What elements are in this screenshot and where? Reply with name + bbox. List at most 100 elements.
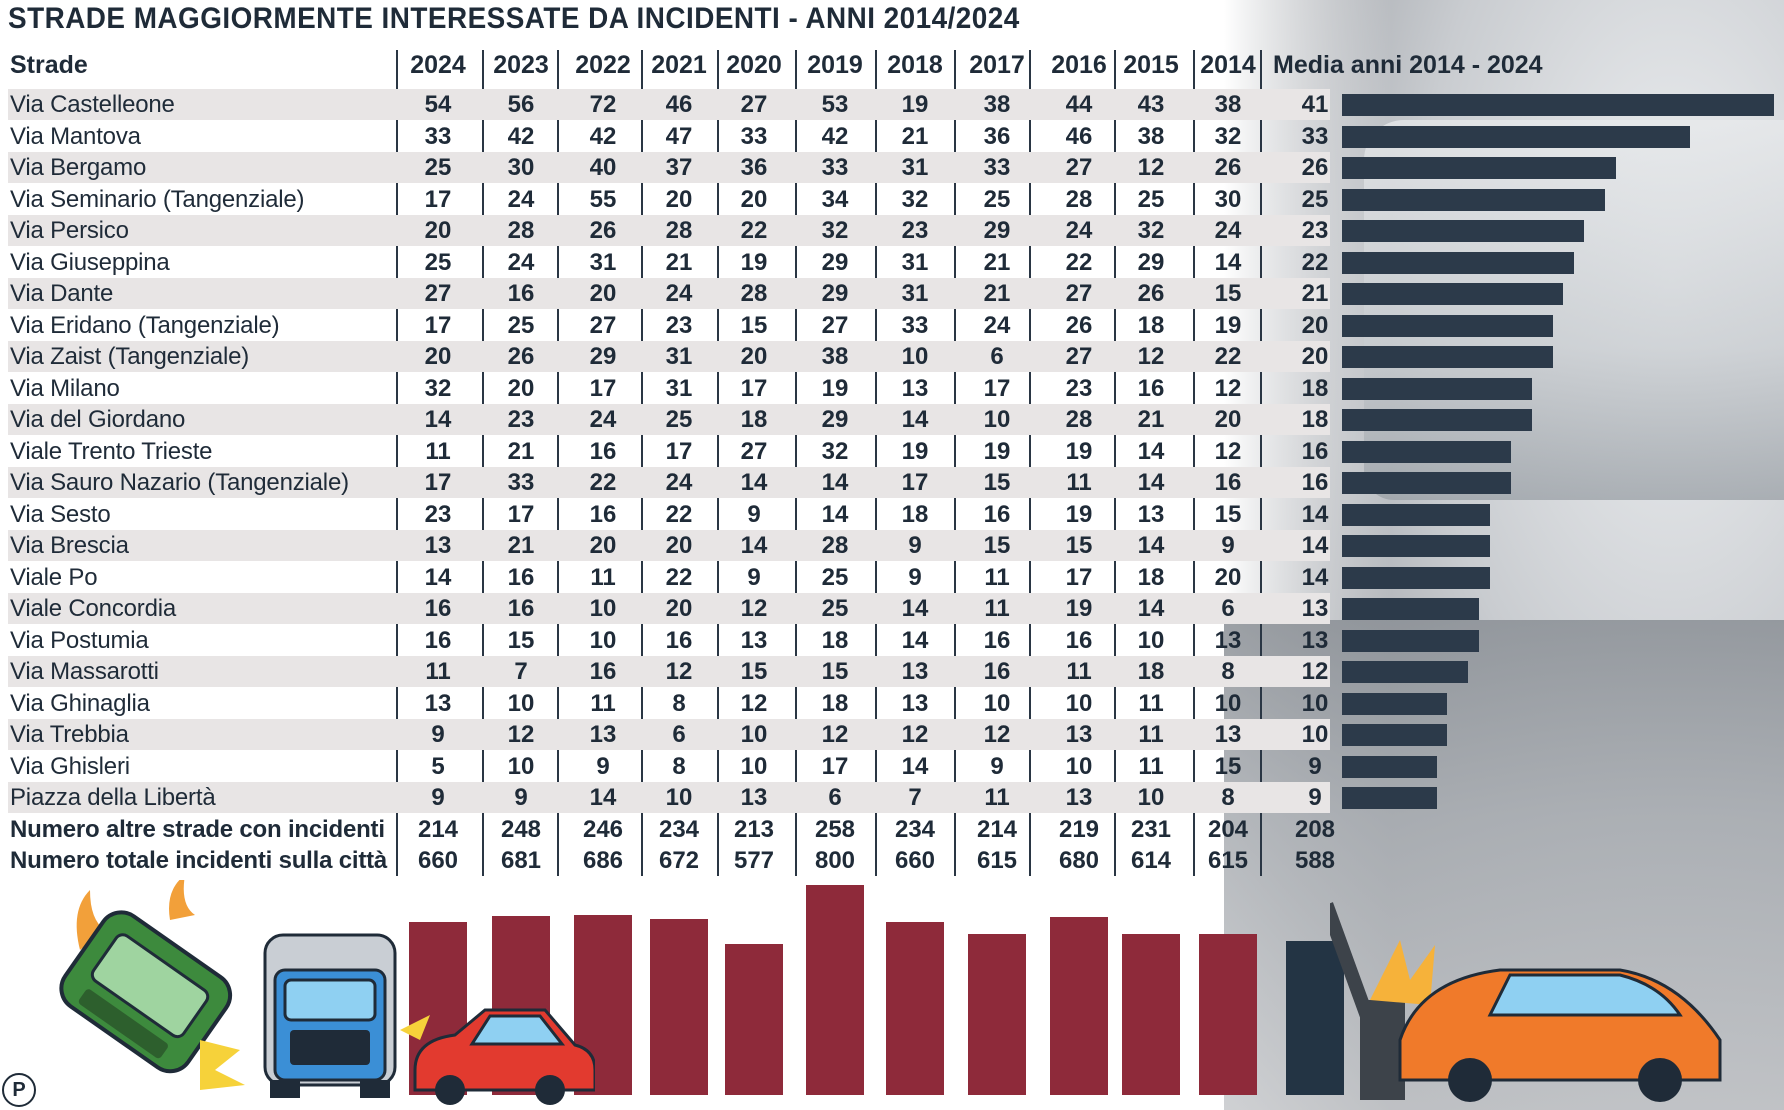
value-cell: 24 [1214,217,1242,244]
value-cell: 10 [740,752,768,780]
value-cell: 29 [821,248,849,276]
average-bar [1342,188,1606,211]
total-year-bar [806,885,864,1095]
value-cell: 18 [901,500,929,528]
value-cell: 9 [431,784,445,811]
average-bar [1342,314,1553,337]
value-cell: 11 [984,595,1010,622]
value-cell: 17 [821,752,849,780]
street-name: Viale Trento Trieste [10,437,213,465]
average-cell: 9 [1308,752,1322,780]
value-cell: 14 [901,595,929,622]
value-cell: 9 [990,752,1004,780]
value-cell: 13 [1137,500,1165,528]
value-cell: 15 [1214,500,1242,528]
row-stripe [8,215,1330,246]
column-divider [954,50,956,876]
value-cell: 27 [740,91,768,118]
street-name: Via Eridano (Tangenziale) [10,311,280,339]
value-cell: 10 [1065,752,1093,780]
street-name: Via Mantova [10,122,141,150]
value-cell: 53 [821,91,849,118]
column-divider [641,50,643,876]
value-cell: 21 [983,248,1011,276]
value-cell: 32 [821,217,849,244]
row-stripe [8,467,1330,498]
value-cell: 9 [908,532,922,559]
value-cell: 13 [901,658,929,685]
value-cell: 36 [740,154,768,181]
value-cell: 28 [1065,185,1093,213]
value-cell: 12 [1214,374,1242,402]
average-bar [1342,755,1437,778]
value-cell: 13 [1214,626,1242,654]
value-cell: 6 [828,784,842,811]
value-cell: 47 [665,122,693,150]
value-cell: 14 [1137,595,1165,622]
value-cell: 11 [984,784,1010,811]
street-name: Via Trebbia [10,721,129,748]
average-bar [1342,125,1690,148]
average-bar [1342,692,1448,715]
value-cell: 16 [1137,374,1165,402]
street-name: Via Milano [10,374,120,402]
street-name: Via Ghinaglia [10,689,150,717]
street-name: Viale Concordia [10,595,176,622]
value-cell: 26 [589,217,617,244]
average-bar [1342,283,1564,305]
total-year-bar [650,918,708,1095]
value-cell: 19 [901,437,929,465]
value-cell: 14 [1137,532,1165,559]
average-cell: 25 [1301,185,1329,213]
value-cell: 234 [894,815,936,843]
value-cell: 55 [589,185,617,213]
value-cell: 24 [507,248,535,276]
value-cell: 214 [976,815,1018,843]
street-name: Via Giuseppina [10,248,170,276]
value-cell: 20 [424,343,452,370]
average-cell: 26 [1301,154,1329,181]
average-cell: 41 [1301,91,1329,118]
value-cell: 24 [1065,217,1093,244]
value-cell: 25 [424,154,452,181]
value-cell: 14 [821,469,849,496]
value-cell: 9 [431,721,445,748]
average-cell: 20 [1301,343,1329,370]
value-cell: 21 [665,248,693,276]
value-cell: 672 [658,847,700,874]
value-cell: 12 [901,721,929,748]
value-cell: 10 [589,626,617,654]
background-photo [1224,0,1784,1110]
column-divider [1114,50,1116,876]
orange-car-crash-illustration [1330,902,1722,1102]
value-cell: 28 [1065,406,1093,433]
value-cell: 10 [507,689,535,717]
value-cell: 20 [665,532,693,559]
value-cell: 13 [740,626,768,654]
value-cell: 21 [983,280,1011,307]
value-cell: 31 [665,343,693,370]
value-cell: 18 [1137,563,1165,591]
value-cell: 8 [1221,784,1235,811]
value-cell: 22 [665,563,693,591]
value-cell: 9 [908,563,922,591]
truck-illustration [263,933,397,1098]
average-cell: 14 [1301,563,1329,591]
value-cell: 42 [821,122,849,150]
value-cell: 8 [672,752,686,780]
value-cell: 9 [747,500,761,528]
year-header: 2015 [1123,51,1179,79]
value-cell: 29 [983,217,1011,244]
column-divider [1029,50,1031,876]
column-divider [795,50,797,876]
value-cell: 800 [814,847,856,874]
average-bar [1342,346,1553,368]
value-cell: 22 [740,217,768,244]
value-cell: 11 [1138,689,1164,717]
value-cell: 32 [424,374,452,402]
row-stripe [8,89,1330,120]
value-cell: 9 [747,563,761,591]
value-cell: 16 [589,437,617,465]
average-bar [1342,377,1532,400]
value-cell: 22 [1065,248,1093,276]
